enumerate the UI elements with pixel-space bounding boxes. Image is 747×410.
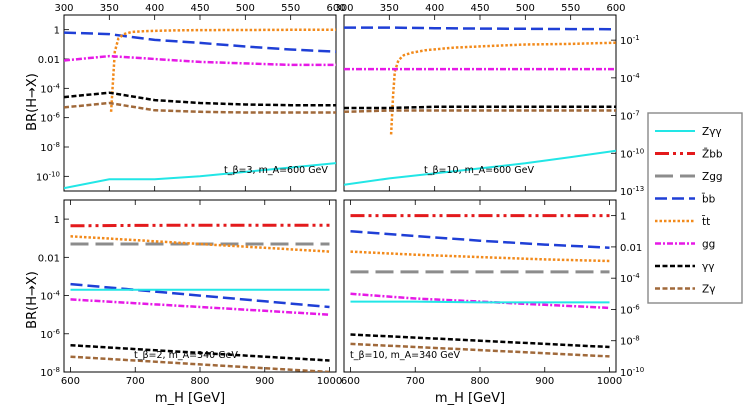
series-line-bb bbox=[64, 31, 336, 53]
series-line-gg bbox=[70, 298, 330, 316]
tick-label: 1 bbox=[54, 215, 60, 226]
legend-label-Zy: Zγ bbox=[702, 284, 715, 296]
tick-label: 1000 bbox=[317, 376, 342, 387]
tick-label: 700 bbox=[126, 376, 145, 387]
tick-label: 800 bbox=[470, 376, 489, 387]
tick-label: 10-4 bbox=[40, 290, 60, 303]
legend-label-Zgg: Zgg bbox=[702, 171, 723, 183]
y-axis-label-bottom: BR(H→X) bbox=[25, 271, 40, 329]
series-line-Zy bbox=[350, 342, 610, 358]
tick-label: 10-8 bbox=[40, 366, 60, 379]
series-line-yy bbox=[350, 333, 610, 349]
series-line-yy bbox=[64, 91, 336, 107]
series-line-tt bbox=[109, 28, 336, 112]
legend-label-yy: γγ bbox=[702, 261, 714, 273]
tick-label: 550 bbox=[281, 3, 300, 14]
tick-label: 600 bbox=[61, 376, 80, 387]
legend-label-Zyy: Zγγ bbox=[702, 126, 722, 138]
tick-label: 10-6 bbox=[40, 112, 60, 125]
panels: 300 350 400 450 500 550 60010.0110-410-610-810… bbox=[36, 3, 644, 387]
tick-label: 0.01 bbox=[38, 55, 60, 66]
series-line-bb bbox=[344, 26, 616, 31]
tick-label: 600 bbox=[326, 3, 345, 14]
series-line-Zy bbox=[70, 355, 330, 372]
series-line-Zy bbox=[344, 109, 616, 114]
tick-label: 10-4 bbox=[620, 272, 640, 285]
tick-label: 900 bbox=[255, 376, 274, 387]
legend-label-Zbb: Z̄bb bbox=[702, 148, 723, 161]
tick-label: 600 bbox=[606, 3, 625, 14]
tick-label: 0.01 bbox=[38, 253, 60, 264]
series-line-yy bbox=[70, 343, 330, 362]
tick-label: 1 bbox=[620, 212, 626, 223]
tick-label: 10-8 bbox=[40, 141, 60, 154]
series-line-Zy bbox=[64, 101, 336, 114]
tick-label: 10-10 bbox=[620, 147, 644, 160]
tick-label: 1000 bbox=[597, 376, 622, 387]
tick-label: 10-4 bbox=[40, 82, 60, 95]
series-line-Zyy bbox=[64, 162, 336, 190]
tick-label: 400 bbox=[425, 3, 444, 14]
tick-label: 10-7 bbox=[620, 110, 640, 123]
x-axis-label-left: m_H [GeV] bbox=[155, 391, 225, 406]
tick-label: 450 bbox=[470, 3, 489, 14]
series-line-bb bbox=[70, 282, 330, 309]
tick-label: 10-13 bbox=[620, 185, 644, 198]
series-line-tt bbox=[350, 250, 610, 263]
tick-label: 600 bbox=[341, 376, 360, 387]
panel-top-right: 300 350 400 450 500 550 600 10-1 10-4 10-7 10-10 10… bbox=[334, 3, 644, 198]
tick-label: 700 bbox=[406, 376, 425, 387]
tick-label: 500 bbox=[236, 3, 255, 14]
tick-label: 10-1 bbox=[620, 34, 640, 47]
series-line-Zyy bbox=[344, 149, 616, 186]
tick-label: 300 bbox=[334, 3, 353, 14]
tick-label: 300 bbox=[54, 3, 73, 14]
y-axis-label-top: BR(H→X) bbox=[25, 73, 40, 131]
series-line-Zbb bbox=[70, 223, 330, 228]
tick-label: 0.01 bbox=[620, 243, 642, 254]
series-line-tt bbox=[70, 235, 330, 253]
legend: Zγγ Z̄bb Zgg b̄b t̄t gg γγ Zγ bbox=[647, 112, 743, 304]
tick-label: 450 bbox=[190, 3, 209, 14]
tick-label: 10-8 bbox=[620, 335, 640, 348]
tick-label: 400 bbox=[145, 3, 164, 14]
tick-label: 550 bbox=[561, 3, 580, 14]
legend-label-tt: t̄t bbox=[701, 215, 710, 228]
tick-label: 10-4 bbox=[620, 72, 640, 85]
panel-annotation: t_β=3, m_A=600 GeV bbox=[224, 165, 328, 176]
tick-label: 10-6 bbox=[620, 303, 640, 316]
tick-label: 800 bbox=[190, 376, 209, 387]
tick-label: 10-6 bbox=[40, 328, 60, 341]
series-line-tt bbox=[389, 41, 616, 135]
series-line-bb bbox=[350, 230, 610, 249]
series-line-Zyy bbox=[350, 300, 610, 304]
legend-label-bb: b̄b bbox=[701, 193, 716, 206]
panel-annotation: t_β=10, m_A=340 GeV bbox=[350, 350, 460, 361]
tick-label: 10-10 bbox=[36, 170, 60, 183]
panel-bottom-right: 600 700 800 900 1000 1 0.01 10-4 10-6 10-8 10-10 t_… bbox=[341, 199, 644, 387]
tick-label: 1 bbox=[54, 26, 60, 37]
series-line-yy bbox=[344, 105, 616, 110]
panel-annotation: t_β=10, m_A=600 GeV bbox=[424, 165, 534, 176]
x-axis-label-right: m_H [GeV] bbox=[435, 391, 505, 406]
tick-label: 350 bbox=[100, 3, 119, 14]
series-line-gg bbox=[64, 54, 336, 67]
tick-label: 500 bbox=[516, 3, 535, 14]
tick-label: 350 bbox=[380, 3, 399, 14]
panel-top-left: 300 350 400 450 500 550 600 1 0.01 10-4 10-6 10-8 10… bbox=[36, 3, 346, 192]
tick-label: 900 bbox=[535, 376, 554, 387]
legend-box bbox=[647, 112, 743, 304]
legend-label-gg: gg bbox=[702, 239, 715, 251]
panel-bottom-left: 600 700 800 900 1000 1 0.01 10-4 10-6 10-8 t_β=2, … bbox=[38, 199, 342, 387]
panel-annotation: t_β=2, m_A=340 GeV bbox=[134, 350, 238, 361]
tick-label: 10-10 bbox=[620, 366, 644, 379]
